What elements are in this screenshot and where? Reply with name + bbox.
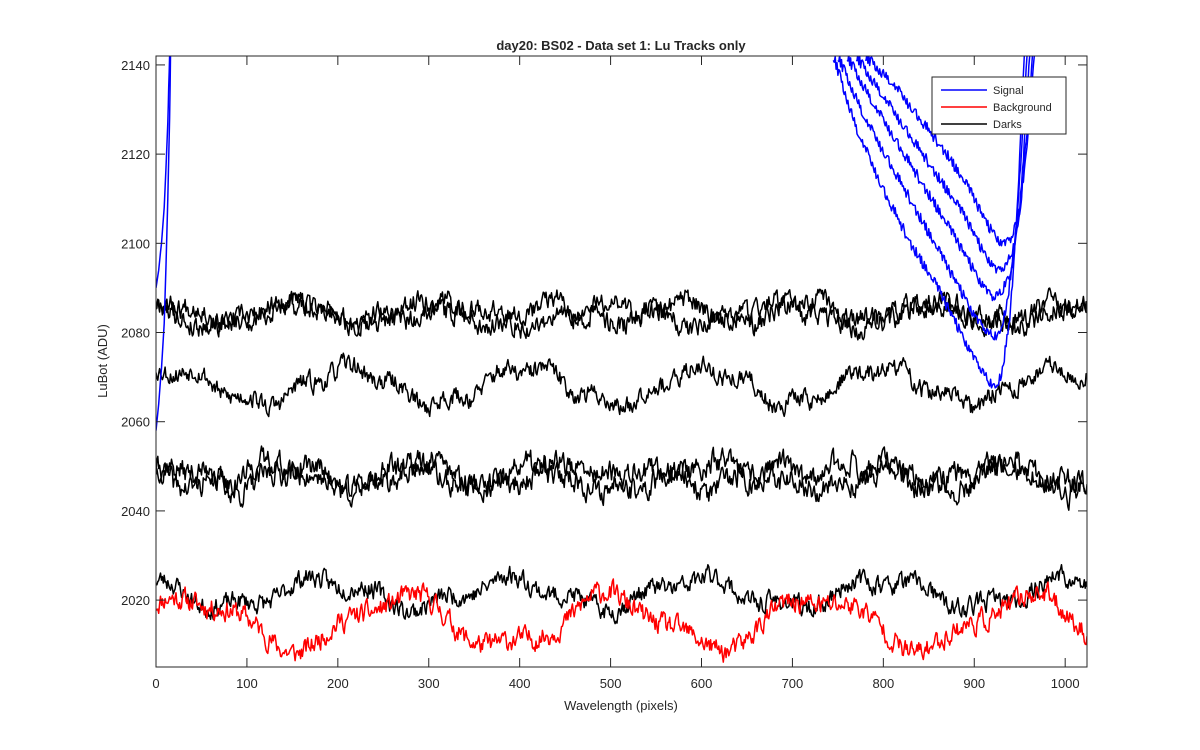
- x-tick-label: 900: [963, 676, 985, 691]
- x-axis-label: Wavelength (pixels): [564, 698, 678, 713]
- series-line-darks-2: [156, 446, 1087, 511]
- legend-label-background: Background: [993, 102, 1052, 114]
- series-line-signal-5: [846, 56, 1031, 302]
- series-layer: [156, 56, 1087, 663]
- y-tick-label: 2040: [121, 504, 150, 519]
- series-line-signal-1: [156, 56, 172, 431]
- y-tick-label: 2080: [121, 326, 150, 341]
- y-tick-label: 2140: [121, 58, 150, 73]
- series-line-darks-1: [156, 563, 1087, 625]
- chart-title: day20: BS02 - Data set 1: Lu Tracks only: [496, 38, 746, 53]
- series-line-signal-3: [832, 56, 1026, 389]
- y-tick-label: 2020: [121, 593, 150, 608]
- x-tick-label: 200: [327, 676, 349, 691]
- plot-area: [156, 56, 1087, 667]
- legend-label-darks: Darks: [993, 119, 1022, 131]
- y-tick-label: 2100: [121, 236, 150, 251]
- series-line-background-1: [156, 578, 1087, 663]
- x-tick-label: 700: [782, 676, 804, 691]
- series-line-signal-2: [156, 56, 171, 289]
- x-tick-label: 1000: [1051, 676, 1080, 691]
- y-tick-label: 2120: [121, 147, 150, 162]
- x-tick-label: 0: [152, 676, 159, 691]
- x-tick-label: 500: [600, 676, 622, 691]
- x-tick-label: 800: [872, 676, 894, 691]
- series-line-darks-6: [156, 289, 1087, 341]
- y-axis-label: LuBot (ADU): [95, 324, 110, 398]
- series-line-signal-7: [865, 56, 1036, 247]
- legend-label-signal: Signal: [993, 85, 1024, 97]
- legend: Signal Background Darks: [931, 76, 1067, 135]
- axes-box: [155, 55, 1088, 668]
- series-line-signal-6: [855, 56, 1034, 274]
- x-axis: 0 100 200 300 400 500 600 700 800 900 1000: [152, 56, 1080, 691]
- y-axis: 2020 2040 2060 2080 2100 2120 2140: [121, 58, 1087, 608]
- x-tick-label: 100: [236, 676, 258, 691]
- x-tick-label: 400: [509, 676, 531, 691]
- series-line-darks-3: [156, 445, 1087, 508]
- x-tick-label: 600: [691, 676, 713, 691]
- series-line-darks-4: [156, 352, 1087, 418]
- series-line-signal-4: [837, 56, 1028, 341]
- x-tick-label: 300: [418, 676, 440, 691]
- y-tick-label: 2060: [121, 415, 150, 430]
